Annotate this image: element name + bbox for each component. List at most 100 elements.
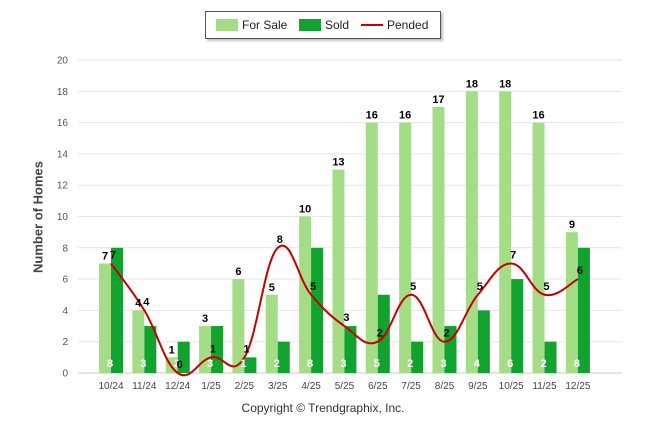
sold-bar — [211, 326, 224, 373]
for-sale-bar — [132, 310, 145, 373]
sold-data-label: 3 — [440, 358, 446, 370]
y-tick-label: 0 — [62, 369, 68, 380]
x-tick-labels: 10/24 11/24 12/24 1/25 2/25 3/25 4/25 5/25 6/25 7… — [98, 381, 590, 392]
x-tick-label: 8/25 — [435, 381, 455, 392]
sold-bar — [244, 357, 257, 373]
sold-data-label: 8 — [107, 358, 113, 370]
for-sale-bar — [365, 122, 378, 373]
for-sale-data-label: 6 — [235, 266, 241, 278]
y-tick-label: 4 — [62, 306, 68, 317]
pended-data-label: 5 — [543, 281, 549, 293]
for-sale-data-label: 4 — [135, 297, 142, 309]
pended-data-label: 7 — [110, 249, 116, 261]
sold-data-label: 8 — [307, 358, 313, 370]
for-sale-data-label: 1 — [169, 344, 175, 356]
x-tick-label: 6/25 — [368, 381, 388, 392]
sold-bar — [111, 247, 123, 373]
x-tick-label: 7/25 — [401, 381, 421, 392]
legend-item-for-sale[interactable]: For Sale — [216, 18, 287, 32]
for-sale-data-label: 16 — [366, 110, 378, 122]
for-sale-bar — [299, 216, 312, 373]
sold-bar — [544, 341, 557, 373]
sold-data-label: 5 — [374, 358, 380, 370]
pended-line-path — [110, 244, 579, 377]
pended-data-label: 2 — [443, 328, 449, 340]
sold-data-label: 2 — [540, 358, 546, 370]
sold-data-label: 2 — [174, 358, 180, 370]
pended-data-label: 5 — [310, 281, 316, 293]
pended-data-label: 7 — [510, 249, 516, 261]
pended-data-label: 2 — [377, 328, 383, 340]
x-tick-label: 10/24 — [98, 381, 123, 392]
y-tick-label: 20 — [57, 56, 69, 67]
sold-bar — [511, 279, 524, 373]
y-tick-label: 14 — [57, 149, 69, 160]
for-sale-data-label: 18 — [499, 78, 511, 90]
x-tick-label: 4/25 — [301, 381, 321, 392]
x-tick-label: 9/25 — [468, 381, 488, 392]
y-axis-label: Number of Homes — [30, 161, 46, 273]
sold-bar — [344, 326, 357, 373]
y-tick-label: 6 — [62, 275, 68, 286]
for-sale-bar — [332, 169, 345, 373]
legend: For Sale Sold Pended — [205, 11, 441, 39]
y-tick-label: 12 — [57, 181, 69, 192]
sold-data-label: 4 — [474, 358, 481, 370]
for-sale-data-label: 5 — [269, 282, 275, 294]
for-sale-swatch — [216, 19, 238, 31]
for-sale-bar — [565, 232, 578, 373]
sold-data-label: 2 — [274, 358, 280, 370]
sold-bar — [277, 341, 290, 373]
x-tick-label: 5/25 — [335, 381, 355, 392]
sold-bar — [144, 326, 157, 373]
sold-bar — [377, 294, 390, 373]
x-tick-label: 11/25 — [532, 381, 557, 392]
legend-label-pended: Pended — [387, 18, 429, 32]
for-sale-bar — [265, 294, 278, 373]
sold-swatch — [299, 19, 321, 31]
sold-data-label: 3 — [207, 358, 213, 370]
pended-line — [110, 244, 579, 377]
y-tick-label: 10 — [57, 212, 69, 223]
for-sale-bar — [199, 326, 212, 373]
legend-label-sold: Sold — [325, 18, 350, 32]
sold-bar — [577, 247, 590, 373]
for-sale-data-label: 3 — [202, 313, 208, 325]
pended-data-label: 5 — [477, 281, 483, 293]
y-tick-label: 16 — [57, 118, 69, 129]
x-tick-label: 2/25 — [235, 381, 255, 392]
for-sale-data-label: 16 — [399, 110, 411, 122]
for-sale-bar — [532, 122, 545, 373]
for-sale-bar — [99, 263, 111, 373]
for-sale-data-label: 13 — [332, 157, 344, 169]
pended-data-label: 1 — [243, 343, 249, 355]
bars — [99, 91, 590, 374]
for-sale-bar — [499, 91, 512, 374]
legend-label-for-sale: For Sale — [242, 18, 288, 32]
for-sale-bar — [432, 106, 445, 373]
for-sale-data-label: 10 — [299, 204, 311, 216]
x-tick-label: 1/25 — [201, 381, 221, 392]
for-sale-bar — [232, 279, 245, 373]
for-sale-bar — [399, 122, 412, 373]
x-tick-label: 3/25 — [268, 381, 288, 392]
sold-data-label: 6 — [507, 358, 513, 370]
pended-swatch — [361, 24, 383, 26]
sold-data-label: 1 — [240, 358, 246, 370]
x-tick-label: 10/25 — [499, 381, 524, 392]
pended-data-label: 8 — [277, 234, 283, 246]
y-tick-labels: 0 2 4 6 8 10 12 14 16 18 20 — [57, 56, 69, 380]
legend-item-sold[interactable]: Sold — [299, 18, 349, 32]
pended-data-label: 3 — [343, 312, 349, 324]
sold-bar — [477, 310, 490, 373]
legend-item-pended[interactable]: Pended — [361, 18, 428, 32]
sold-data-label: 3 — [340, 358, 346, 370]
sold-data-label: 8 — [574, 358, 580, 370]
for-sale-data-label: 18 — [466, 78, 478, 90]
x-tick-label: 12/24 — [165, 381, 190, 392]
pended-data-label: 0 — [177, 359, 183, 371]
for-sale-data-label: 9 — [569, 219, 575, 231]
for-sale-data-label: 16 — [532, 110, 544, 122]
pended-data-label: 1 — [210, 343, 216, 355]
